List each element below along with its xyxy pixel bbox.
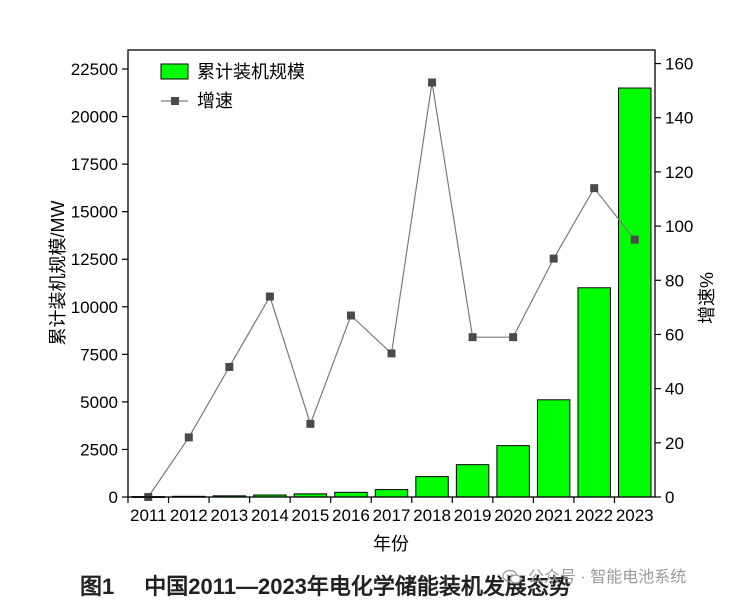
line-point [346,311,355,320]
bar-series [131,87,652,498]
x-tick-label: 2016 [332,506,370,525]
line-point [225,362,234,371]
y-right-tick-label: 20 [665,434,684,453]
x-tick-label: 2021 [535,506,573,525]
legend: 累计装机规模 增速 [160,62,305,111]
caption-title: 图1 中国2011—2023年电化学储能装机发展态势 [80,569,571,601]
line-point [549,254,558,263]
y-tick-label: 0 [109,488,118,507]
x-tick-label: 2018 [413,506,451,525]
watermark-text: 公众号 · 智能电池系统 [528,569,687,586]
x-tick-label: 2022 [575,506,613,525]
bar [334,491,368,498]
y-right-tick-label: 60 [665,325,684,344]
figure-number: 图1 [80,574,115,599]
bar [415,476,449,498]
y-right-tick-label: 80 [665,271,684,290]
y-tick-label: 7500 [80,345,118,364]
figure-caption: 图1 中国2011—2023年电化学储能装机发展态势 公众号 · 智能电池系统 [0,563,753,603]
line-point [590,184,599,193]
x-tick-label: 2023 [616,506,654,525]
y-right-tick-label: 0 [665,488,674,507]
y-right-tick-label: 100 [665,217,693,236]
bar [577,287,611,498]
x-tick-label: 2020 [494,506,532,525]
x-tick-label: 2015 [292,506,330,525]
y-right-tick-label: 160 [665,55,693,74]
legend-line-label: 增速 [197,91,233,111]
plot-frame [127,49,656,498]
y-right-axis-title: 增速% [697,272,717,324]
x-tick-label: 2012 [170,506,208,525]
line-point [468,333,477,342]
left-axis-ticks: 0 2500 5000 7500 10000 12500 15000 17500 20000 22… [71,60,128,507]
y-tick-label: 12500 [71,250,118,269]
y-right-tick-label: 40 [665,380,684,399]
bar [536,399,571,498]
x-tick-label: 2011 [130,506,167,525]
watermark: 公众号 · 智能电池系统 [502,563,686,587]
line-point [265,292,274,301]
bar [618,87,652,498]
y-tick-label: 5000 [80,393,118,412]
bar [496,445,530,498]
bar [455,464,490,498]
y-tick-label: 20000 [71,108,118,127]
y-tick-label: 10000 [71,298,118,317]
growth-line-series [144,78,639,501]
line-point [387,349,396,358]
x-tick-label: 2013 [210,506,248,525]
line-point [630,235,639,244]
chart: 0 2500 5000 7500 10000 12500 15000 17500 20000 22… [48,49,717,554]
bar [374,489,409,498]
y-tick-label: 17500 [71,155,118,174]
line-point [184,433,193,442]
x-axis-ticks: 2011 2012 2013 2014 2015 2016 2017 2018 2019 2020… [127,497,654,525]
line-point [509,333,518,342]
x-axis-title: 年份 [373,534,409,554]
y-axis-title: 累计装机规模/MW [48,200,68,345]
caption-text: 中国2011—2023年电化学储能装机发展态势 [144,574,571,599]
y-tick-label: 22500 [71,60,118,79]
right-axis-ticks: 0 20 40 60 80 100 120 140 160 [655,55,693,507]
x-tick-label: 2014 [251,506,289,525]
y-right-tick-label: 140 [665,109,693,128]
line-point [306,419,315,428]
x-tick-label: 2019 [454,506,492,525]
wechat-icon [502,569,522,584]
x-tick-label: 2017 [373,506,411,525]
legend-line-marker [171,97,179,105]
line-point [428,78,437,87]
legend-bar-swatch [160,63,189,80]
legend-bar-label: 累计装机规模 [197,62,305,82]
y-tick-label: 15000 [71,203,118,222]
y-tick-label: 2500 [80,440,118,459]
y-right-tick-label: 120 [665,163,693,182]
